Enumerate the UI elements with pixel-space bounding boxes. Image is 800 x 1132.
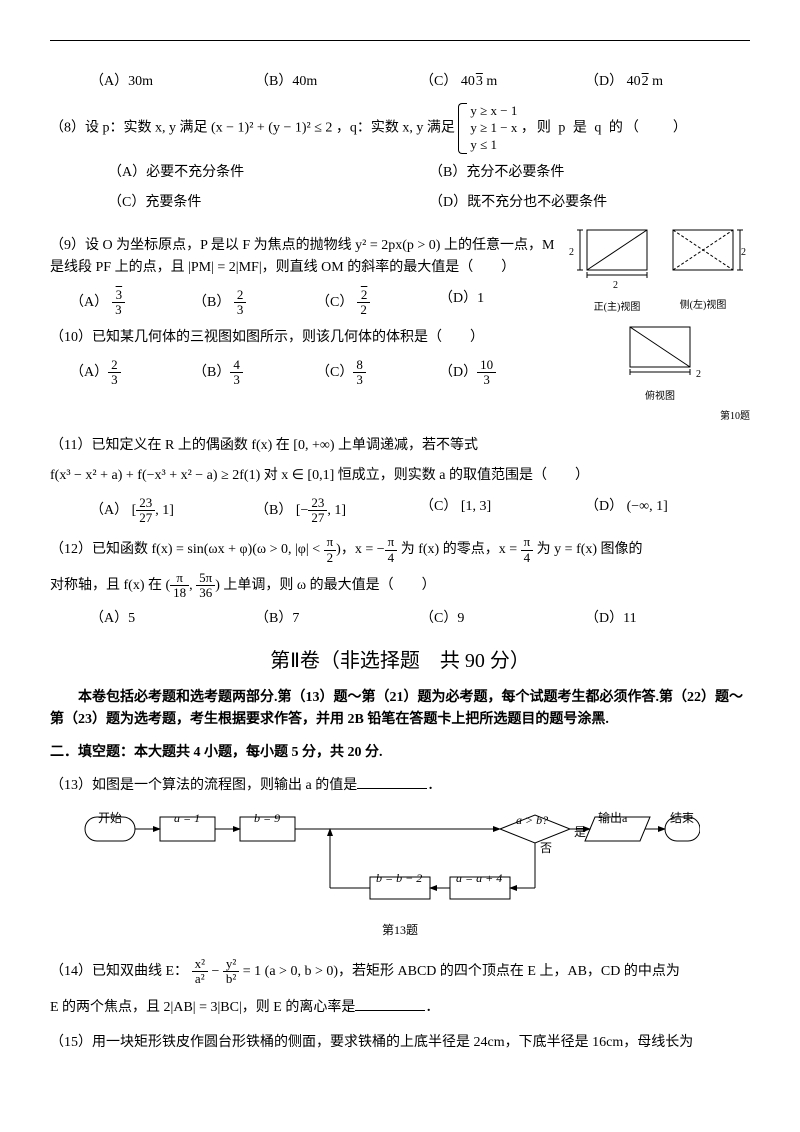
node-aa: a = a + 4	[456, 869, 502, 888]
top-view	[620, 322, 700, 377]
node-b9: b = 9	[254, 809, 280, 828]
q10-opt-c: （C）83	[316, 358, 439, 388]
side-view	[663, 225, 743, 280]
q7-options: （A）30m （B）40m （C） 403 m （D） 402 m	[90, 71, 750, 93]
q10-stem: （10）已知某几何体的三视图如图所示，则该几何体的体积是（ ）	[50, 330, 484, 345]
flowchart-q13: 开始 a = 1 b = 9 a > b? 是 否 输出a 结束 b = b −…	[80, 807, 750, 917]
part2-intro: 本卷包括必考题和选考题两部分.第（13）题～第（21）题为必考题，每个试题考生都…	[50, 687, 750, 732]
q12-opt-c: （C）9	[420, 608, 585, 630]
q8: （8）设 p：实数 x, y 满足 (x − 1)² + (y − 1)² ≤ …	[50, 103, 750, 214]
q10-opt-d: （D）103	[439, 358, 562, 388]
q9-opt-b: （B） 23	[193, 288, 316, 318]
q8-brace: y ≥ x − 1 y ≥ 1 − x y ≤ 1	[458, 103, 517, 154]
q15: （15）用一块矩形铁皮作圆台形铁桶的侧面，要求铁桶的上底半径是 24cm，下底半…	[50, 1032, 750, 1054]
q8-stem-b: ，则 p 是 q 的（ ）	[521, 121, 689, 136]
q10-opt-a: （A）23	[70, 358, 193, 388]
front-caption: 正(主)视图	[577, 300, 657, 316]
q9-opt-c: （C） 22	[316, 288, 439, 318]
q13: （13）如图是一个算法的流程图，则输出 a 的值是．	[50, 774, 750, 797]
q9-options: （A） 33 （B） 23 （C） 22 （D）1	[70, 288, 562, 318]
q14: （14）已知双曲线 E： x²a² − y²b² = 1 (a > 0, b >…	[50, 957, 750, 1020]
q8-opt-d: （D）既不充分也不必要条件	[429, 192, 750, 214]
q11-opt-b: （B） [−2327, 1]	[255, 496, 420, 526]
fig10-caption: 第10题	[570, 409, 750, 425]
q11-stem: （11）已知定义在 R 上的偶函数 f(x) 在 [0, +∞) 上单调递减，若…	[50, 435, 750, 457]
q7-opt-d: （D） 402 m	[585, 71, 750, 93]
q12-opt-b: （B）7	[255, 608, 420, 630]
node-bb: b = b − 2	[376, 869, 422, 888]
q8-opt-a: （A）必要不充分条件	[108, 162, 429, 184]
q7-opt-a: （A）30m	[90, 71, 255, 93]
front-view	[577, 225, 657, 280]
q11: （11）已知定义在 R 上的偶函数 f(x) 在 [0, +∞) 上单调递减，若…	[50, 435, 750, 525]
node-start: 开始	[98, 809, 122, 828]
side-caption: 侧(左)视图	[663, 298, 743, 314]
q8-opt-c: （C）充要条件	[108, 192, 429, 214]
q11-expr: f(x³ − x² + a) + f(−x³ + x² − a) ≥ 2f(1)…	[50, 465, 750, 487]
label-no: 否	[540, 839, 552, 858]
page-rule	[50, 40, 750, 41]
part2-title: 第Ⅱ卷（非选择题 共 90 分）	[50, 645, 750, 677]
node-end: 结束	[670, 809, 694, 828]
q12-opt-a: （A）5	[90, 608, 255, 630]
q7-opt-b: （B）40m	[255, 71, 420, 93]
q9-opt-a: （A） 33	[70, 288, 193, 318]
q14-blank	[355, 996, 425, 1011]
node-cond: a > b?	[516, 811, 548, 830]
q8-options-1: （A）必要不充分条件 （B）充分不必要条件	[90, 162, 750, 184]
q13-blank	[357, 774, 427, 789]
q12: （12）已知函数 f(x) = sin(ωx + φ)(ω > 0, |φ| <…	[50, 535, 750, 631]
q8-stem-a: （8）设 p：实数 x, y 满足 (x − 1)² + (y − 1)² ≤ …	[50, 121, 458, 136]
q11-options: （A） [2327, 1] （B） [−2327, 1] （C） [1, 3] …	[90, 496, 750, 526]
label-yes: 是	[574, 823, 586, 842]
q13-caption: 第13题	[50, 921, 750, 940]
q9-opt-d: （D）1	[439, 288, 562, 318]
q10-options: （A）23 （B）43 （C）83 （D）103	[70, 358, 562, 388]
section2-head: 二．填空题：本大题共 4 小题，每小题 5 分，共 20 分.	[50, 742, 750, 764]
q11-opt-d: （D） (−∞, 1]	[585, 496, 750, 526]
q9-stem: （9）设 O 为坐标原点，P 是以 F 为焦点的抛物线 y² = 2px(p >…	[50, 238, 554, 275]
q10-opt-b: （B）43	[193, 358, 316, 388]
q11-opt-a: （A） [2327, 1]	[90, 496, 255, 526]
node-a1: a = 1	[174, 809, 200, 828]
q12-options: （A）5 （B）7 （C）9 （D）11	[90, 608, 750, 630]
node-out: 输出a	[598, 809, 627, 828]
q11-opt-c: （C） [1, 3]	[420, 496, 585, 526]
q8-options-2: （C）充要条件 （D）既不充分也不必要条件	[90, 192, 750, 214]
three-views: 2 2 正(主)视图 2 侧(左)视图	[570, 225, 750, 425]
q12-opt-d: （D）11	[585, 608, 750, 630]
q8-opt-b: （B）充分不必要条件	[429, 162, 750, 184]
top-caption: 俯视图	[570, 389, 750, 405]
q7-opt-c: （C） 403 m	[420, 71, 585, 93]
